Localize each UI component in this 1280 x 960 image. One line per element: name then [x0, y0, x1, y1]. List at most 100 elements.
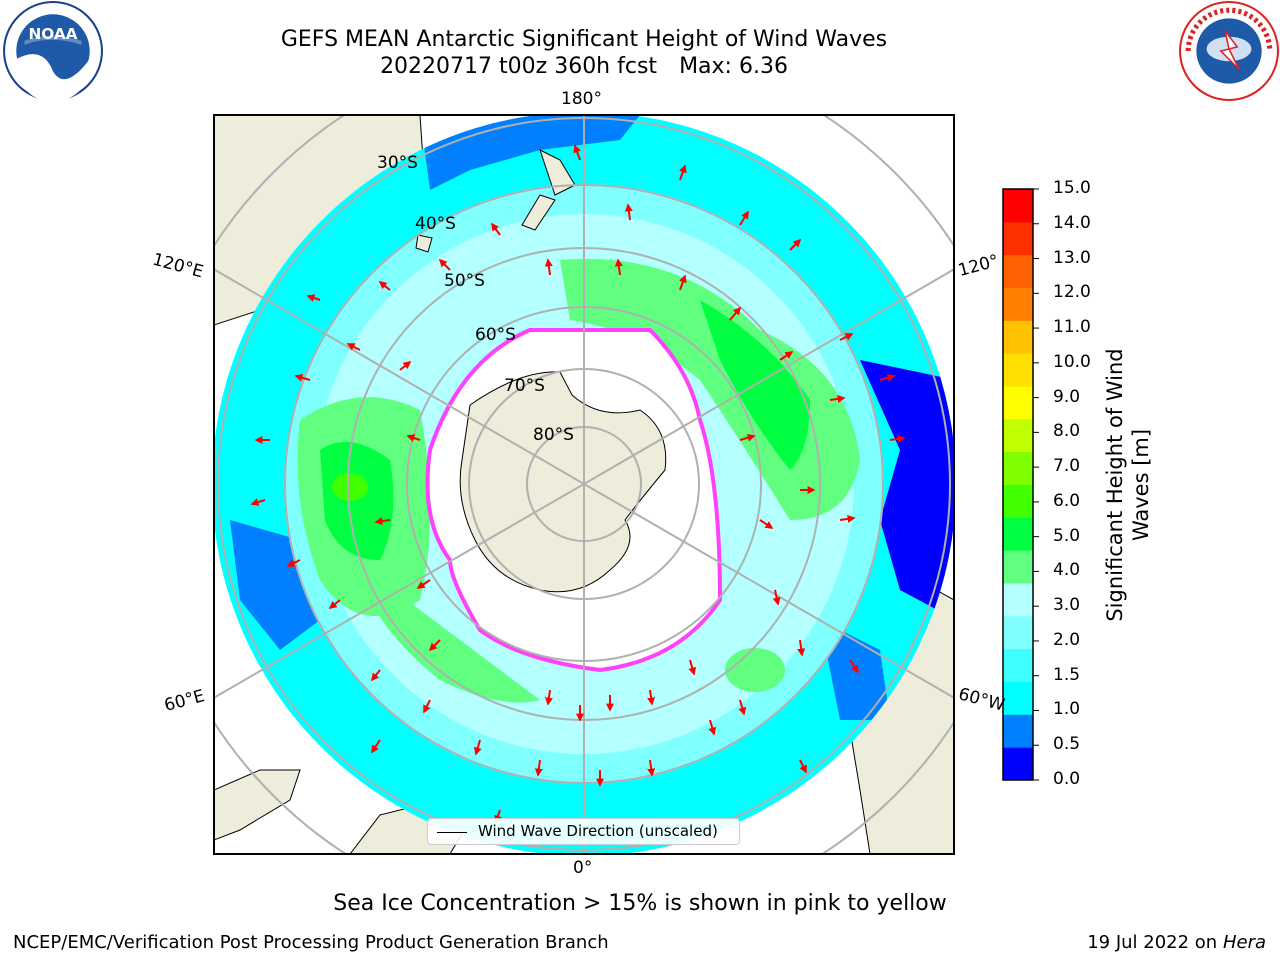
wave-arrow — [250, 498, 266, 506]
colorbar-segment — [1003, 484, 1033, 518]
wave-arrow — [849, 659, 859, 674]
wave-arrow — [759, 519, 774, 529]
colorbar-tick-label: 12.0 — [1053, 282, 1091, 303]
chart-subtitle: 20220717 t00z 360h fcst Max: 6.36 — [0, 54, 1168, 79]
wave-arrow — [428, 639, 441, 652]
colorbar-tick-label: 6.0 — [1053, 490, 1081, 511]
wave-arrow — [491, 222, 501, 236]
colorbar-frame — [1002, 188, 1034, 781]
wave-arrow — [346, 343, 361, 351]
legend-label: Wind Wave Direction (unscaled) — [478, 822, 718, 840]
wave-arrow — [374, 517, 391, 526]
wave-arrow — [416, 579, 431, 589]
sea-ice-note: Sea Ice Concentration > 15% is shown in … — [333, 891, 947, 916]
wave-arrow — [306, 294, 321, 302]
colorbar-segment — [1003, 517, 1033, 551]
footer-host: Hera — [1222, 932, 1266, 953]
wave-arrow — [839, 514, 856, 523]
map-legend: Wind Wave Direction (unscaled) — [427, 818, 740, 845]
lat-label-50s: 50°S — [444, 271, 485, 291]
wave-arrow — [708, 719, 717, 736]
colorbar-tick-label: 5.0 — [1053, 525, 1081, 546]
colorbar-segment — [1003, 254, 1033, 288]
wave-arrow — [739, 210, 749, 226]
colorbar-tick-label: 11.0 — [1053, 317, 1091, 338]
forecast-run: 20220717 t00z 360h fcst — [380, 54, 658, 79]
wave-arrow — [473, 739, 482, 756]
colorbar-tick-label: 13.0 — [1053, 247, 1091, 268]
colorbar — [1002, 188, 1039, 781]
colorbar-segment — [1003, 550, 1033, 584]
lat-label-40s: 40°S — [415, 214, 456, 234]
wave-arrow — [573, 144, 581, 161]
colorbar-tick-label: 14.0 — [1053, 212, 1091, 233]
nws-logo — [1179, 1, 1279, 101]
wave-arrow — [378, 281, 391, 291]
wave-arrow — [879, 373, 896, 382]
lat-label-80s: 80°S — [533, 425, 574, 445]
colorbar-segment — [1003, 747, 1033, 781]
wave-arrow — [371, 669, 381, 682]
wave-arrow — [544, 258, 553, 276]
wave-direction-arrows — [250, 144, 906, 824]
colorbar-segment — [1003, 648, 1033, 682]
colorbar-tick-label: 1.0 — [1053, 699, 1081, 720]
footer-date: 19 Jul 2022 on Hera — [1087, 932, 1266, 953]
lat-label-70s: 70°S — [504, 376, 545, 396]
colorbar-segment — [1003, 221, 1033, 256]
wave-arrow — [679, 274, 687, 291]
colorbar-segment — [1003, 353, 1033, 387]
wave-arrow — [286, 559, 301, 567]
colorbar-segment — [1003, 386, 1033, 420]
wave-arrow — [679, 164, 687, 181]
wave-arrow — [772, 589, 781, 606]
wave-arrow — [438, 258, 451, 271]
wave-arrow — [647, 689, 656, 706]
wave-arrow — [534, 759, 543, 777]
legend-line-swatch — [437, 832, 467, 833]
max-value: Max: 6.36 — [679, 54, 788, 79]
wave-arrow — [624, 203, 633, 221]
wave-arrow — [738, 699, 747, 716]
lon-label-180: 180° — [561, 89, 602, 109]
wave-arrow — [647, 759, 656, 777]
colorbar-tick-label: 4.0 — [1053, 560, 1081, 581]
wave-arrow — [614, 258, 623, 276]
wave-arrow — [294, 373, 311, 382]
wave-arrow — [729, 306, 742, 321]
colorbar-segment — [1003, 418, 1033, 453]
wave-arrow — [423, 699, 431, 714]
map-panel — [214, 115, 954, 854]
graticule — [214, 115, 954, 854]
chart-title: GEFS MEAN Antarctic Significant Height o… — [280, 27, 888, 52]
colorbar-segment — [1003, 287, 1033, 321]
wave-arrow — [406, 434, 421, 442]
colorbar-label-line1: Significant Height of Wind — [1103, 348, 1127, 622]
colorbar-segment — [1003, 451, 1033, 485]
colorbar-segment — [1003, 681, 1033, 715]
wave-arrow — [544, 689, 553, 706]
colorbar-segment — [1003, 615, 1033, 650]
colorbar-segment — [1003, 583, 1033, 617]
colorbar-label: Significant Height of Wind Waves [m] — [1102, 348, 1154, 621]
lon-label-0: 0° — [573, 858, 593, 878]
wave-arrow — [889, 434, 906, 443]
colorbar-tick-label: 2.0 — [1053, 629, 1081, 650]
wave-arrow — [799, 759, 807, 774]
lat-label-60s: 60°S — [475, 325, 516, 345]
colorbar-segment — [1003, 189, 1033, 223]
footer-producer: NCEP/EMC/Verification Post Processing Pr… — [13, 932, 609, 953]
colorbar-tick-label: 8.0 — [1053, 421, 1081, 442]
wave-arrow — [839, 333, 854, 341]
noaa-logo-text: NOAA — [28, 25, 77, 43]
noaa-logo: NOAA — [3, 1, 103, 102]
wave-arrow — [829, 394, 846, 403]
colorbar-label-line2: Waves [m] — [1129, 428, 1153, 542]
lat-label-30s: 30°S — [377, 153, 418, 173]
colorbar-tick-label: 0.5 — [1053, 734, 1081, 755]
map-frame — [213, 114, 955, 855]
footer-date-text: 19 Jul 2022 on — [1087, 932, 1218, 953]
colorbar-tick-label: 0.0 — [1053, 769, 1081, 789]
wave-arrow — [789, 238, 802, 251]
